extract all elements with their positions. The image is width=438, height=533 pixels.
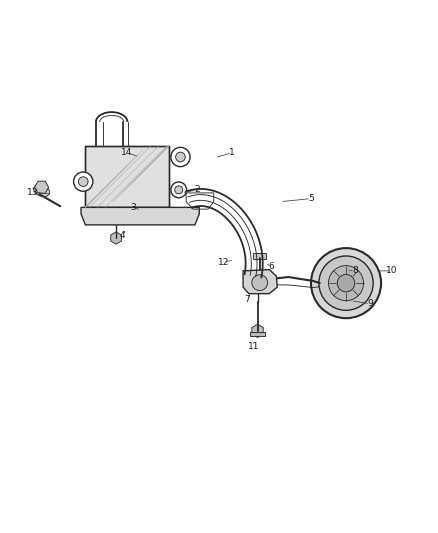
Circle shape [328, 265, 364, 301]
Circle shape [175, 186, 183, 194]
Circle shape [74, 172, 93, 191]
Polygon shape [111, 232, 121, 244]
Text: 10: 10 [386, 266, 398, 276]
Circle shape [171, 182, 187, 198]
Ellipse shape [34, 185, 49, 197]
Bar [250, 332, 265, 336]
Polygon shape [81, 207, 199, 225]
Text: 8: 8 [352, 266, 358, 276]
Polygon shape [35, 181, 49, 193]
Text: 4: 4 [120, 231, 125, 240]
Circle shape [176, 152, 185, 162]
Text: 6: 6 [268, 262, 275, 271]
Text: 12: 12 [218, 257, 229, 266]
Text: 1: 1 [229, 148, 235, 157]
Text: 3: 3 [131, 203, 137, 212]
Circle shape [171, 147, 190, 167]
Circle shape [311, 248, 381, 318]
Text: 5: 5 [308, 194, 314, 203]
Polygon shape [252, 324, 263, 337]
Text: 13: 13 [27, 188, 39, 197]
Polygon shape [243, 270, 277, 294]
Text: 2: 2 [194, 185, 200, 195]
Bar [85, 146, 169, 207]
Bar [85, 146, 169, 207]
Circle shape [337, 274, 355, 292]
Circle shape [252, 275, 268, 290]
Text: 11: 11 [248, 342, 260, 351]
Text: 9: 9 [367, 299, 373, 308]
Text: 14: 14 [121, 148, 133, 157]
Text: 7: 7 [244, 295, 251, 304]
Bar [253, 253, 266, 259]
Circle shape [78, 177, 88, 187]
Circle shape [319, 256, 373, 310]
